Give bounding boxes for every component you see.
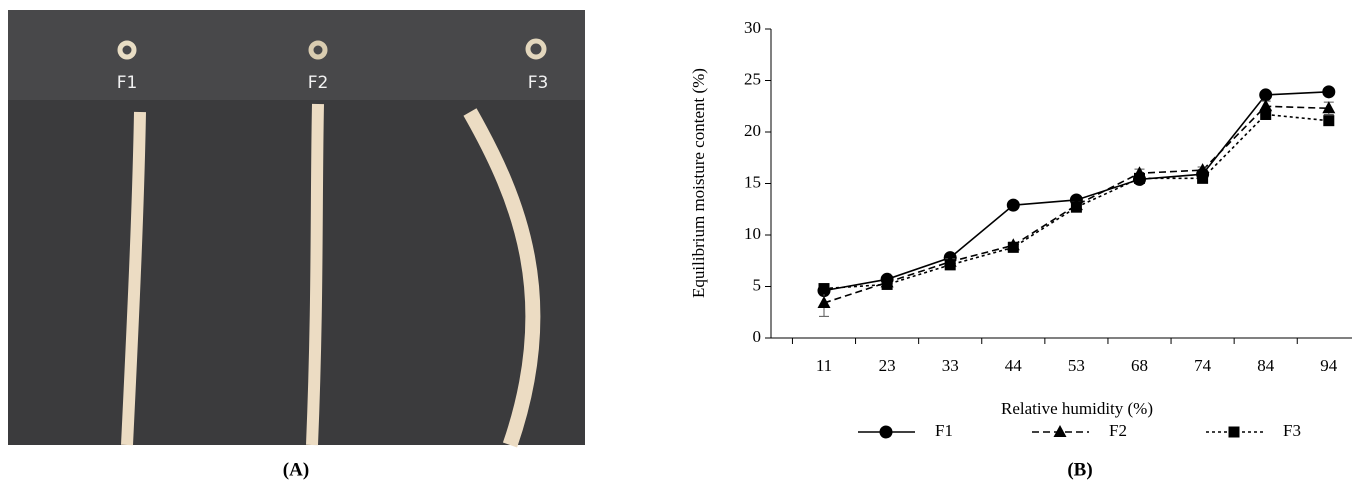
y-axis-title: Equilibrium moisture content (%) xyxy=(689,68,708,298)
sample-label: F2 xyxy=(308,73,329,93)
marker xyxy=(1053,425,1067,437)
x-tick-label: 84 xyxy=(1257,356,1275,375)
tubes xyxy=(121,103,541,448)
marker xyxy=(1259,99,1273,112)
marker xyxy=(881,278,893,290)
marker xyxy=(1007,241,1019,253)
marker xyxy=(817,295,831,308)
marker xyxy=(1070,201,1082,213)
panel-caption: (A) xyxy=(283,459,309,480)
sample-label: F1 xyxy=(117,73,138,93)
panel-caption: (B) xyxy=(1067,459,1092,480)
y-tick-label: 0 xyxy=(753,327,762,346)
x-tick-label: 94 xyxy=(1320,356,1338,375)
x-tick-label: 74 xyxy=(1194,356,1212,375)
y-tick-label: 10 xyxy=(744,224,761,243)
sample-label: F3 xyxy=(528,73,549,93)
photo-top-strip xyxy=(8,10,585,100)
marker xyxy=(1322,101,1336,114)
x-tick-label: 11 xyxy=(816,356,832,375)
legend-label: F3 xyxy=(1283,421,1301,440)
marker xyxy=(1260,108,1272,120)
x-tick-label: 33 xyxy=(942,356,959,375)
marker xyxy=(1259,88,1273,102)
marker xyxy=(1228,426,1240,438)
x-tick-label: 23 xyxy=(879,356,896,375)
y-tick-label: 20 xyxy=(744,121,761,140)
marker xyxy=(1006,198,1020,212)
marker xyxy=(944,259,956,271)
x-axis-title: Relative humidity (%) xyxy=(1001,399,1153,418)
x-tick-label: 68 xyxy=(1131,356,1148,375)
marker xyxy=(1197,172,1209,184)
series-line xyxy=(823,91,1329,292)
y-tick-label: 30 xyxy=(744,18,761,37)
rings xyxy=(117,38,547,60)
marker xyxy=(879,425,893,439)
series-line xyxy=(823,113,1329,290)
marker xyxy=(1196,163,1210,176)
y-tick-label: 5 xyxy=(753,275,762,294)
y-tick-label: 25 xyxy=(744,69,761,88)
legend-label: F1 xyxy=(935,421,953,440)
marker xyxy=(1323,115,1335,127)
marker xyxy=(1322,85,1336,99)
y-tick-label: 15 xyxy=(744,172,761,191)
marker xyxy=(818,283,830,295)
legend-label: F2 xyxy=(1109,421,1127,440)
photo: F1 F2 F3 xyxy=(8,10,585,448)
marker xyxy=(1134,172,1145,184)
x-tick-label: 53 xyxy=(1068,356,1085,375)
series-line xyxy=(823,105,1329,304)
x-tick-label: 44 xyxy=(1005,356,1023,375)
